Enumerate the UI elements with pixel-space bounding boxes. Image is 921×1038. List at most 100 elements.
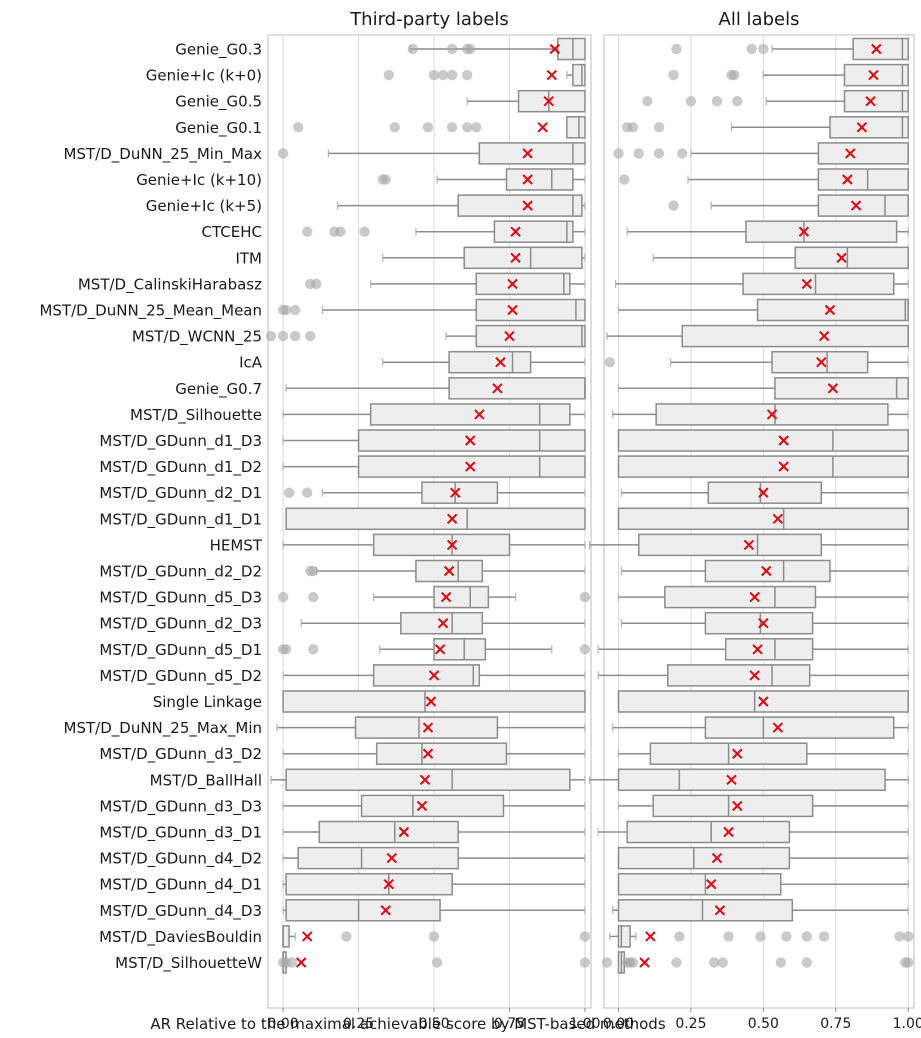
outlier-point bbox=[801, 931, 813, 942]
outlier-point bbox=[283, 487, 295, 498]
mean-marker-stroke bbox=[465, 435, 476, 446]
box-21 bbox=[620, 559, 909, 583]
x-axis-label: AR Relative to the maximal achievable sc… bbox=[150, 1015, 665, 1033]
box-16 bbox=[282, 429, 586, 452]
box-35 bbox=[282, 925, 591, 948]
box-iqr bbox=[617, 925, 631, 948]
outlier-point bbox=[383, 69, 394, 81]
panel-2: All labels 0.00 0.25 0.50 0.75 1.00 bbox=[588, 9, 921, 1032]
mean-marker-stroke bbox=[386, 852, 397, 864]
tick-label: 0.75 bbox=[494, 1016, 525, 1032]
outlier-point bbox=[894, 931, 905, 942]
mean-marker-stroke bbox=[437, 617, 449, 629]
mean-marker bbox=[422, 722, 434, 733]
mean-marker bbox=[856, 122, 868, 133]
outlier-point bbox=[633, 148, 644, 159]
category-label: MST/D_GDunn_d5_D3 bbox=[99, 589, 262, 608]
mean-marker bbox=[492, 383, 503, 394]
outlier-point bbox=[758, 43, 769, 55]
outlier-point bbox=[671, 957, 682, 968]
mean-marker bbox=[758, 696, 769, 707]
box-23 bbox=[300, 611, 586, 635]
box-iqr bbox=[626, 820, 791, 844]
box-iqr bbox=[745, 220, 898, 243]
box-23 bbox=[620, 611, 909, 635]
box-13 bbox=[604, 350, 909, 374]
outlier-point bbox=[723, 931, 734, 942]
box-iqr bbox=[400, 611, 484, 635]
box-11 bbox=[617, 298, 909, 322]
mean-marker bbox=[868, 69, 879, 81]
outlier-point bbox=[717, 957, 728, 968]
mean-marker-stroke bbox=[639, 957, 650, 968]
box-iqr bbox=[566, 116, 586, 139]
mean-marker-stroke bbox=[422, 748, 434, 759]
outlier-point bbox=[446, 69, 458, 81]
box-29 bbox=[588, 768, 909, 792]
category-label: MST/D_GDunn_d3_D3 bbox=[99, 797, 262, 816]
mean-marker bbox=[522, 200, 533, 211]
box-iqr bbox=[817, 194, 909, 217]
category-label: Single Linkage bbox=[153, 693, 262, 711]
box-iqr bbox=[478, 142, 586, 165]
mean-marker bbox=[726, 774, 737, 786]
mean-marker bbox=[495, 356, 506, 368]
outlier-point bbox=[277, 330, 289, 342]
mean-marker bbox=[522, 174, 533, 185]
mean-marker-stroke bbox=[449, 487, 461, 498]
box-13 bbox=[382, 350, 586, 374]
category-label: IcA bbox=[239, 354, 263, 372]
box-iqr bbox=[448, 350, 532, 374]
mean-marker-stroke bbox=[827, 383, 839, 394]
outlier-point bbox=[668, 200, 679, 211]
box-34 bbox=[612, 899, 909, 922]
box-iqr bbox=[704, 559, 831, 583]
box-3 bbox=[642, 89, 909, 113]
category-label: MST/D_GDunn_d5_D1 bbox=[99, 641, 262, 660]
box-12 bbox=[265, 324, 586, 348]
category-label: MST/D_GDunn_d2_D1 bbox=[99, 484, 262, 503]
category-label: HEMST bbox=[210, 536, 263, 554]
mean-marker-stroke bbox=[434, 644, 446, 655]
outlier-point bbox=[428, 931, 440, 942]
mean-marker-stroke bbox=[871, 43, 882, 55]
mean-marker-stroke bbox=[428, 670, 440, 681]
outlier-point bbox=[308, 591, 319, 603]
box-19 bbox=[617, 507, 909, 531]
mean-marker-stroke bbox=[836, 252, 847, 264]
box-34 bbox=[282, 899, 586, 922]
mean-marker bbox=[827, 383, 839, 394]
mean-marker-stroke bbox=[546, 69, 557, 81]
box-32 bbox=[282, 846, 586, 870]
mean-marker-stroke bbox=[772, 722, 784, 733]
mean-marker bbox=[398, 826, 410, 838]
mean-marker bbox=[801, 278, 813, 290]
outlier-point bbox=[428, 69, 440, 81]
category-label: MST/D_GDunn_d5_D2 bbox=[99, 667, 262, 686]
outlier-point bbox=[465, 43, 476, 55]
mean-marker-stroke bbox=[778, 435, 789, 446]
outlier-point bbox=[277, 148, 289, 159]
mean-marker bbox=[772, 722, 784, 733]
box-24 bbox=[277, 638, 591, 661]
category-label: Genie_G0.5 bbox=[175, 93, 262, 112]
panel-title: All labels bbox=[719, 9, 800, 30]
outlier-point bbox=[446, 43, 458, 55]
mean-marker bbox=[510, 226, 521, 237]
box-iqr bbox=[617, 455, 909, 478]
box-iqr bbox=[638, 533, 823, 557]
outlier-point bbox=[903, 931, 914, 942]
outlier-point bbox=[302, 226, 313, 237]
box-6 bbox=[377, 168, 586, 191]
mean-marker bbox=[507, 278, 518, 290]
mean-marker-stroke bbox=[752, 644, 763, 655]
box-iqr bbox=[617, 872, 782, 896]
mean-marker-stroke bbox=[522, 148, 533, 159]
mean-marker-stroke bbox=[522, 174, 533, 185]
box-2 bbox=[668, 63, 909, 87]
outlier-point bbox=[677, 148, 688, 159]
box-27 bbox=[612, 716, 909, 739]
mean-marker bbox=[645, 931, 656, 942]
outlier-point bbox=[642, 96, 653, 107]
